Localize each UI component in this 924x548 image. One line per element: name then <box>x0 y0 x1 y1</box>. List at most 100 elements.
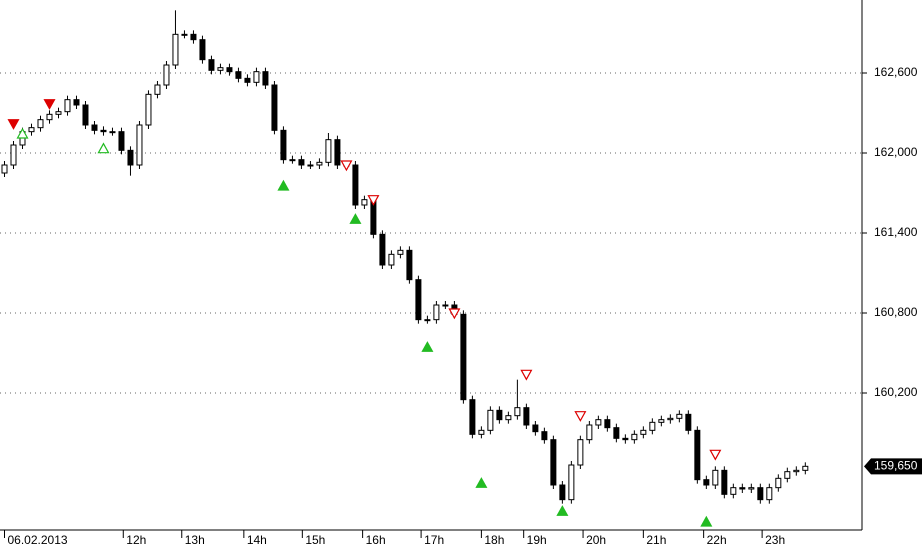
candle-body <box>496 409 503 421</box>
signal-marker <box>349 213 362 224</box>
candle-body <box>721 469 728 495</box>
candle-body <box>433 304 440 321</box>
candle-body <box>271 84 278 131</box>
candle-body <box>478 429 485 435</box>
candle-body <box>28 127 35 133</box>
x-tick-label: 16h <box>366 533 386 547</box>
x-tick-label: 06.02.2013 <box>7 533 67 547</box>
signal-marker <box>556 505 569 516</box>
candle-body <box>442 304 449 307</box>
candle-body <box>190 33 197 41</box>
signal-marker <box>277 179 290 191</box>
candle-body <box>766 487 773 501</box>
x-tick-label: 13h <box>185 533 205 547</box>
x-tick-label: 18h <box>484 533 504 547</box>
candle-body <box>613 427 620 439</box>
candle-body <box>37 119 44 129</box>
candle-body <box>334 139 341 166</box>
candle-body <box>361 199 368 206</box>
candle-body <box>676 413 683 419</box>
candle-body <box>415 279 422 321</box>
candle-body <box>739 487 746 490</box>
x-tick-label: 15h <box>305 533 325 547</box>
candle-body <box>244 77 251 83</box>
candle-body <box>784 471 791 479</box>
candle-body <box>253 71 260 83</box>
candle-body <box>649 421 656 431</box>
candle-body <box>667 417 674 421</box>
signal-marker <box>97 142 110 154</box>
candle-body <box>289 159 296 162</box>
candle-body <box>352 164 359 206</box>
candle-body <box>460 313 467 401</box>
candle-body <box>1 164 8 174</box>
x-tick-label: 14h <box>247 533 267 547</box>
candle-body <box>280 129 287 161</box>
candle-body <box>217 67 224 71</box>
signal-marker <box>574 411 587 422</box>
candle-body <box>568 464 575 501</box>
candle-body <box>514 407 521 417</box>
candle-body <box>505 415 512 421</box>
candle-body <box>91 124 98 131</box>
last-price-box <box>864 458 922 475</box>
candle-body <box>316 161 323 166</box>
candle-body <box>298 159 305 166</box>
candle-body <box>208 59 215 71</box>
candle-body <box>55 111 62 115</box>
candle-body <box>163 64 170 86</box>
candle-body <box>604 419 611 429</box>
candle-body <box>64 99 71 113</box>
signal-marker <box>520 369 533 381</box>
candle-body <box>793 469 800 473</box>
candle-body <box>424 319 431 322</box>
signal-marker <box>367 195 380 206</box>
candle-body <box>262 71 269 86</box>
x-tick-label: 17h <box>424 533 444 547</box>
candle-body <box>712 469 719 486</box>
candle-body <box>487 409 494 431</box>
signal-marker <box>421 341 434 352</box>
candle-body <box>136 124 143 166</box>
candle-body <box>172 33 179 66</box>
candle-body <box>586 424 593 441</box>
candle-body <box>685 413 692 431</box>
candle-body <box>577 439 584 466</box>
candle-body <box>235 71 242 79</box>
candle-body <box>640 429 647 435</box>
x-tick-label: 23h <box>765 533 785 547</box>
candle-body <box>748 487 755 490</box>
candle-body <box>775 477 782 489</box>
y-tick-label: 160,200 <box>874 385 918 399</box>
y-tick-label: 162,000 <box>874 145 918 159</box>
candle-body <box>541 431 548 441</box>
x-tick-label: 22h <box>707 533 727 547</box>
candle-body <box>532 424 539 433</box>
x-tick-label: 21h <box>646 533 666 547</box>
candle-body <box>595 419 602 426</box>
candle-body <box>73 99 80 106</box>
y-tick-label: 162,600 <box>874 65 918 79</box>
candle-body <box>145 93 152 126</box>
signal-marker <box>340 160 353 172</box>
y-tick-label: 160,800 <box>874 305 918 319</box>
candle-body <box>100 129 107 133</box>
candle-body <box>154 84 161 95</box>
candle-body <box>82 104 89 126</box>
candle-body <box>658 419 665 423</box>
candle-body <box>181 33 188 36</box>
x-tick-label: 12h <box>126 533 146 547</box>
candle-body <box>46 113 53 121</box>
signal-marker <box>16 127 29 139</box>
signal-marker <box>7 119 20 130</box>
candle-body <box>406 249 413 281</box>
candle-body <box>397 249 404 255</box>
candle-body <box>730 487 737 495</box>
x-tick-label: 19h <box>527 533 547 547</box>
candle-body <box>469 399 476 435</box>
candle-body <box>109 131 116 134</box>
candle-body <box>757 487 764 501</box>
last-price-label: 159,650 <box>874 459 918 473</box>
candle-body <box>118 131 125 151</box>
candle-body <box>523 407 530 426</box>
